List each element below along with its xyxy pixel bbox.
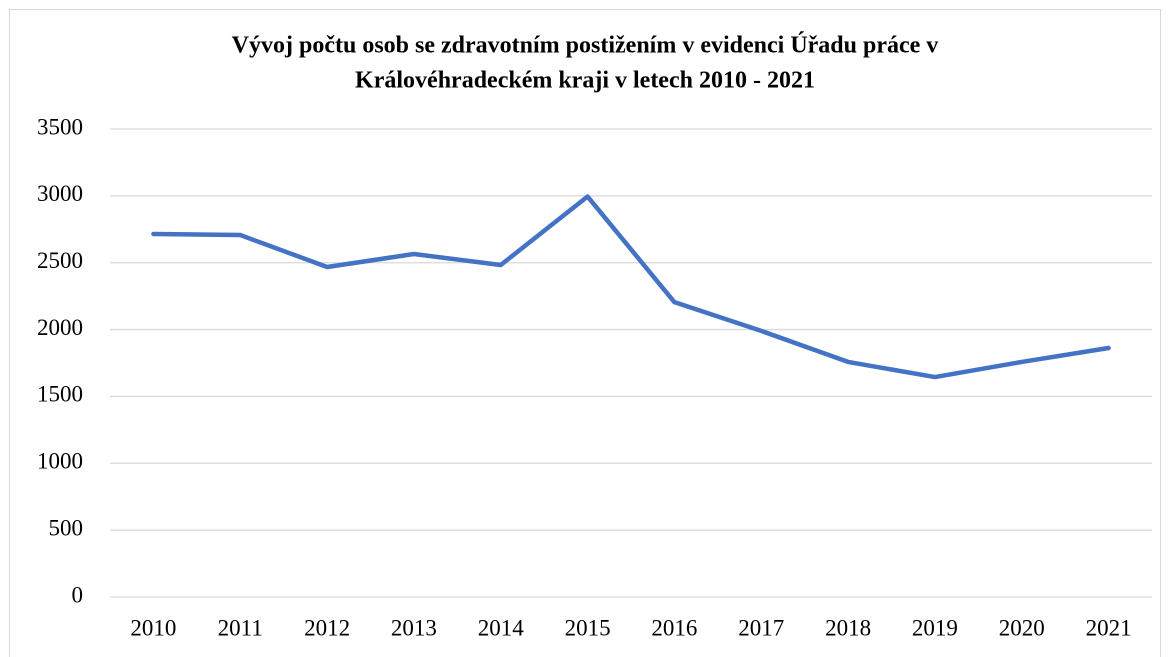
x-tick-label: 2020 bbox=[999, 615, 1045, 640]
x-tick-label: 2017 bbox=[738, 615, 784, 640]
data-line bbox=[151, 194, 1111, 380]
x-tick-label: 2014 bbox=[478, 615, 525, 640]
x-tick-label: 2016 bbox=[651, 615, 697, 640]
x-tick-label: 2019 bbox=[912, 615, 958, 640]
y-tick-label: 3500 bbox=[37, 114, 83, 139]
y-tick-label: 3000 bbox=[37, 181, 83, 206]
x-tick-label: 2012 bbox=[304, 615, 350, 640]
x-tick-label: 2010 bbox=[130, 615, 176, 640]
chart-frame bbox=[9, 9, 1161, 657]
chart-title: Vývoj počtu osob se zdravotním postižení… bbox=[232, 33, 939, 59]
chart-title: Královéhradeckém kraji v letech 2010 - 2… bbox=[355, 68, 815, 94]
y-tick-label: 1000 bbox=[37, 449, 83, 474]
y-tick-label: 0 bbox=[72, 582, 84, 607]
x-tick-label: 2013 bbox=[391, 615, 437, 640]
x-tick-label: 2018 bbox=[825, 615, 871, 640]
y-tick-label: 500 bbox=[49, 515, 84, 540]
y-tick-label: 1500 bbox=[37, 382, 83, 407]
x-tick-label: 2015 bbox=[565, 615, 611, 640]
x-tick-label: 2021 bbox=[1086, 615, 1132, 640]
x-tick-label: 2011 bbox=[218, 615, 263, 640]
y-tick-label: 2000 bbox=[37, 315, 83, 340]
y-tick-label: 2500 bbox=[37, 248, 83, 273]
